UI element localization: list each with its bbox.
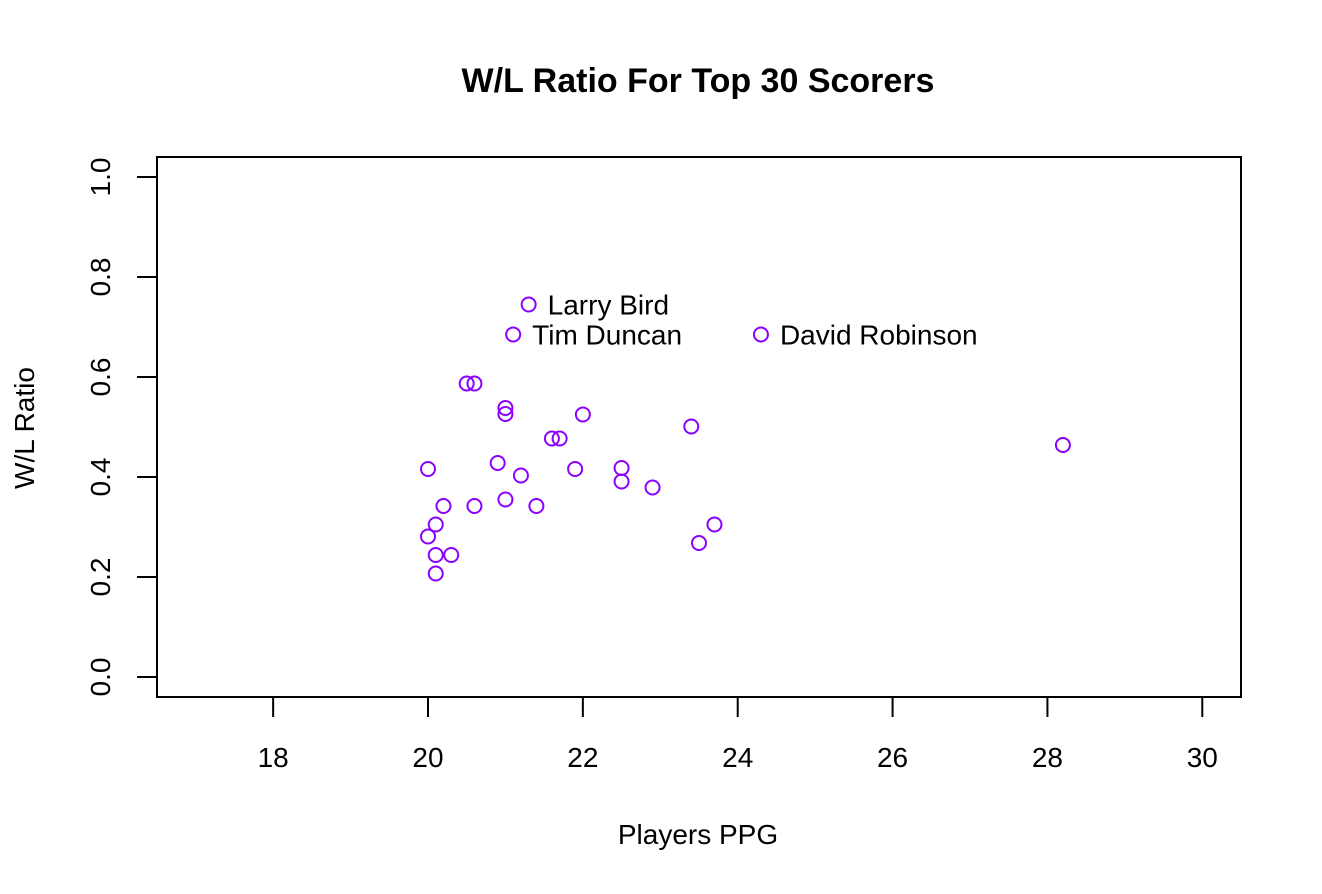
y-axis-title: W/L Ratio	[9, 367, 40, 489]
y-tick-label: 0.4	[85, 458, 116, 497]
data-point	[466, 375, 483, 392]
y-tick-label: 1.0	[85, 158, 116, 197]
x-axis-title: Players PPG	[618, 819, 778, 850]
x-tick-label: 30	[1187, 742, 1218, 773]
point-label: Tim Duncan	[532, 320, 682, 351]
x-axis: 18 20 22 24 26 28 30	[258, 696, 1218, 773]
data-point	[613, 473, 630, 490]
y-tick-label: 0.0	[85, 658, 116, 697]
data-point	[644, 479, 661, 496]
y-axis: 0.0 0.2 0.4 0.6 0.8 1.0	[85, 158, 158, 697]
data-point	[497, 491, 514, 508]
data-point	[505, 326, 522, 343]
data-point	[551, 430, 568, 447]
x-tick-label: 24	[722, 742, 753, 773]
point-label: David Robinson	[780, 320, 978, 351]
data-point	[683, 418, 700, 435]
data-point	[512, 467, 529, 484]
data-point	[427, 516, 444, 533]
data-point	[613, 460, 630, 476]
data-point	[574, 406, 591, 423]
x-tick-label: 28	[1032, 742, 1063, 773]
data-point	[427, 565, 444, 582]
x-tick-label: 22	[567, 742, 598, 773]
x-tick-label: 20	[412, 742, 443, 773]
data-point	[497, 406, 514, 422]
data-point	[497, 400, 514, 416]
data-point	[543, 430, 560, 447]
data-point	[520, 296, 537, 313]
x-tick-label: 26	[877, 742, 908, 773]
data-point	[420, 461, 436, 477]
data-point	[458, 375, 475, 392]
data-point	[691, 535, 707, 551]
y-tick-label: 0.2	[85, 558, 116, 597]
data-point	[528, 498, 545, 514]
data-point	[1054, 437, 1071, 453]
y-tick-label: 0.6	[85, 358, 116, 397]
y-tick-label: 0.8	[85, 258, 116, 297]
data-point	[427, 547, 444, 563]
data-point	[420, 528, 436, 545]
data-point	[443, 547, 460, 563]
point-label: Larry Bird	[548, 290, 669, 321]
x-tick-label: 18	[258, 742, 289, 773]
data-point	[466, 498, 483, 514]
data-point	[435, 498, 452, 514]
data-point	[752, 326, 769, 343]
chart-title: W/L Ratio For Top 30 Scorers	[462, 62, 935, 100]
data-point	[706, 516, 723, 533]
data-point	[567, 461, 584, 477]
data-point	[489, 455, 506, 471]
